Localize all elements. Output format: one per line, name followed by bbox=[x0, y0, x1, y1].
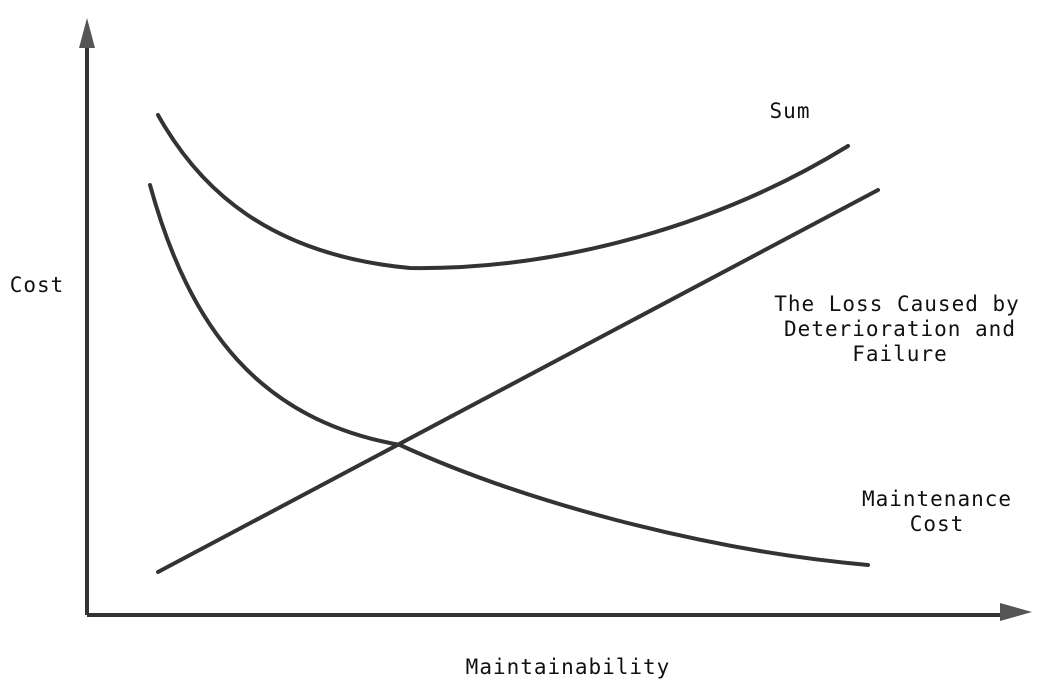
y-axis-label: Cost bbox=[10, 273, 65, 297]
x-axis-label: Maintainability bbox=[466, 655, 671, 679]
curve-label: Sum bbox=[770, 99, 811, 123]
curve-label: Failure bbox=[852, 342, 948, 366]
x-axis-arrow bbox=[1000, 603, 1032, 621]
curve-label: Cost bbox=[910, 512, 965, 536]
loss-line bbox=[156, 188, 880, 574]
maintenance-cost-curve bbox=[148, 183, 870, 567]
curve-label: Deterioration and bbox=[784, 317, 1016, 341]
sum-curve bbox=[156, 113, 850, 271]
curve-label: The Loss Caused by bbox=[774, 292, 1020, 316]
curve-label: Maintenance bbox=[862, 487, 1012, 511]
y-axis-arrow bbox=[79, 18, 95, 48]
